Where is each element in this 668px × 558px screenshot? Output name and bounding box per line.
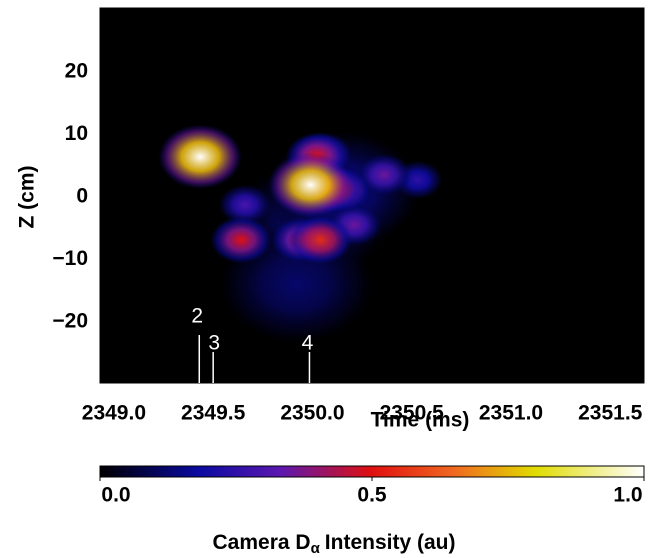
y-tick-label: 0 bbox=[76, 184, 88, 207]
heat-spot bbox=[268, 152, 353, 218]
heat-spot bbox=[158, 124, 243, 190]
x-tick-label: 2350.5 bbox=[380, 402, 445, 425]
x-tick-label: 2351.0 bbox=[479, 402, 543, 425]
y-tick-label: −20 bbox=[52, 309, 88, 332]
marker-label: 2 bbox=[191, 305, 203, 328]
y-axis-label: Z (cm) bbox=[16, 166, 39, 229]
colorbar bbox=[99, 465, 645, 478]
colorbar-label: Camera Dα Intensity (au) bbox=[213, 531, 456, 557]
heat-spot bbox=[288, 215, 353, 265]
x-tick-label: 2350.0 bbox=[280, 402, 344, 425]
y-tick-label: 20 bbox=[65, 59, 88, 82]
plot-frame bbox=[99, 7, 645, 384]
label-part: Intensity (au) bbox=[325, 531, 456, 554]
label-part: Camera D bbox=[213, 531, 311, 554]
marker-label: 3 bbox=[208, 332, 220, 355]
marker-label: 4 bbox=[302, 332, 314, 355]
heat-spot bbox=[218, 184, 272, 226]
colorbar-tick-label: 1.0 bbox=[613, 484, 642, 507]
y-tick-label: 10 bbox=[65, 122, 88, 145]
y-tick-label: −10 bbox=[52, 247, 88, 270]
x-tick-label: 2349.5 bbox=[181, 402, 246, 425]
colorbar-tick-label: 0.5 bbox=[357, 484, 387, 507]
colorbar-tick-label: 0.0 bbox=[101, 484, 130, 507]
heat-spot bbox=[210, 216, 272, 264]
x-axis-label: Time (ms) bbox=[371, 409, 470, 432]
label-subscript: α bbox=[311, 540, 321, 557]
x-tick-label: 2349.0 bbox=[82, 402, 146, 425]
x-tick-label: 2351.5 bbox=[578, 402, 643, 425]
